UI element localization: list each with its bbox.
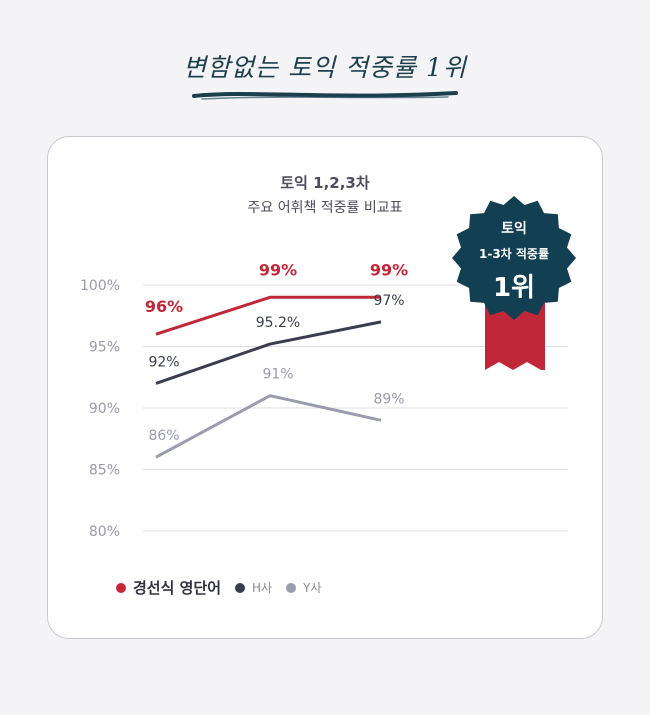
data-label: 96% — [145, 297, 183, 316]
data-label: 89% — [373, 391, 404, 407]
chart-legend: 경선식 영단어 H사 Y사 — [116, 577, 335, 598]
legend-label: H사 — [252, 581, 273, 595]
ribbon-icon — [485, 295, 545, 370]
data-label: 92% — [148, 354, 179, 370]
data-label: 86% — [148, 428, 179, 444]
series-line-2 — [155, 320, 382, 385]
y-tick-label: 90% — [89, 401, 120, 417]
brush-underline — [192, 91, 458, 100]
data-label: 99% — [259, 260, 297, 279]
badge-line1: 토익 — [501, 220, 527, 237]
badge-line2: 1-3차 적중률 — [479, 246, 549, 261]
legend-dot-icon — [286, 582, 297, 593]
series-line-3 — [155, 394, 382, 459]
rank-badge-icon: 토익 1-3차 적중률 1위 — [452, 196, 576, 370]
data-label: 91% — [262, 367, 293, 383]
legend-item-h: H사 — [235, 579, 272, 596]
data-label: 99% — [370, 260, 408, 279]
chart-subtitle: 주요 어휘책 적중률 비교표 — [247, 200, 403, 216]
seal-icon — [452, 196, 576, 320]
legend-dot-icon — [235, 582, 246, 593]
y-tick-label: 100% — [80, 278, 120, 294]
y-tick-label: 95% — [89, 340, 120, 356]
legend-label: 경선식 영단어 — [133, 579, 222, 597]
data-label: 97% — [373, 293, 404, 309]
data-label: 95.2% — [256, 315, 300, 331]
legend-label: Y사 — [303, 581, 322, 595]
page-headline: 변함없는 토익 적중률 1위 — [183, 53, 467, 82]
y-tick-label: 85% — [89, 463, 120, 479]
legend-item-y: Y사 — [286, 579, 321, 596]
legend-dot-icon — [116, 582, 126, 593]
legend-item-primary: 경선식 영단어 — [116, 577, 221, 598]
series-line-1 — [155, 295, 381, 336]
badge-rank: 1위 — [493, 273, 535, 303]
chart-title: 토익 1,2,3차 — [280, 174, 370, 192]
y-tick-label: 80% — [89, 524, 120, 540]
